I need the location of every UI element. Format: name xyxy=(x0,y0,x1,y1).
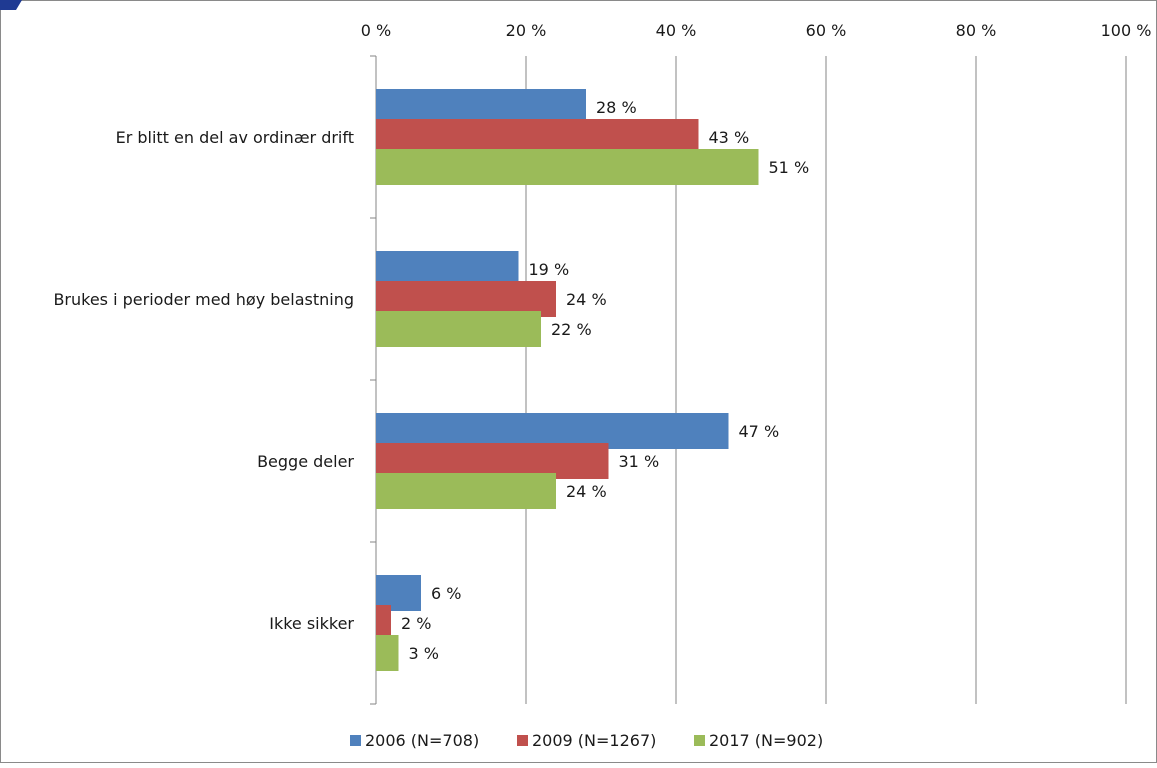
data-label: 43 % xyxy=(709,128,750,147)
data-label: 2 % xyxy=(401,614,431,633)
bars xyxy=(376,89,759,671)
legend-label: 2009 (N=1267) xyxy=(532,731,656,750)
bar xyxy=(376,149,759,185)
category-label: Er blitt en del av ordinær drift xyxy=(116,128,354,147)
x-tick-labels: 0 % 20 % 40 % 60 % 80 % 100 % xyxy=(361,21,1152,40)
category-label: Ikke sikker xyxy=(269,614,354,633)
data-label: 31 % xyxy=(619,452,660,471)
x-tick-label: 60 % xyxy=(806,21,847,40)
header-accent xyxy=(0,0,22,10)
data-label: 24 % xyxy=(566,290,607,309)
x-tick-label: 40 % xyxy=(656,21,697,40)
bar xyxy=(376,473,556,509)
x-tick-label: 80 % xyxy=(956,21,997,40)
bar xyxy=(376,605,391,641)
x-tick-label: 20 % xyxy=(506,21,547,40)
legend-label: 2006 (N=708) xyxy=(365,731,479,750)
data-label: 51 % xyxy=(769,158,810,177)
data-label: 24 % xyxy=(566,482,607,501)
legend-swatch xyxy=(517,735,528,746)
category-labels: Er blitt en del av ordinær drift Brukes i… xyxy=(53,128,354,633)
legend-label: 2017 (N=902) xyxy=(709,731,823,750)
data-labels: 28 % 43 % 51 % 19 % 24 % 22 % 47 % 31 % 24 % 6 %2… xyxy=(401,98,809,663)
x-tick-label: 0 % xyxy=(361,21,391,40)
data-label: 28 % xyxy=(596,98,637,117)
legend: 2006 (N=708) 2009 (N=1267) 2017 (N=902) xyxy=(350,731,823,750)
bar xyxy=(376,635,399,671)
data-label: 3 % xyxy=(409,644,439,663)
data-label: 6 % xyxy=(431,584,461,603)
legend-swatch xyxy=(694,735,705,746)
x-tick-label: 100 % xyxy=(1101,21,1152,40)
category-label: Brukes i perioder med høy belastning xyxy=(53,290,354,309)
category-label: Begge deler xyxy=(257,452,354,471)
data-label: 47 % xyxy=(739,422,780,441)
data-label: 22 % xyxy=(551,320,592,339)
bar xyxy=(376,311,541,347)
legend-swatch xyxy=(350,735,361,746)
data-label: 19 % xyxy=(529,260,570,279)
